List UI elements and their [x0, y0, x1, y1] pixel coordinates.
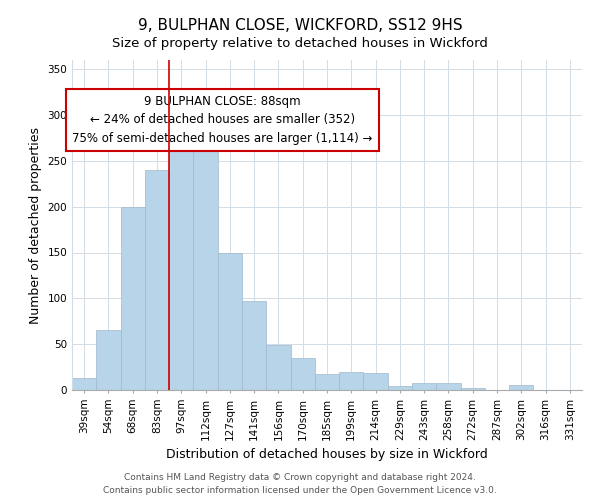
Text: Contains HM Land Registry data © Crown copyright and database right 2024.
Contai: Contains HM Land Registry data © Crown c…: [103, 474, 497, 495]
Bar: [242, 301, 266, 390]
Bar: [218, 252, 242, 390]
Bar: [364, 372, 388, 390]
Bar: [145, 170, 169, 390]
Bar: [509, 386, 533, 390]
Text: Size of property relative to detached houses in Wickford: Size of property relative to detached ho…: [112, 38, 488, 51]
Bar: [315, 374, 339, 390]
X-axis label: Distribution of detached houses by size in Wickford: Distribution of detached houses by size …: [166, 448, 488, 461]
Bar: [461, 388, 485, 390]
Bar: [121, 206, 145, 390]
Bar: [193, 123, 218, 390]
Bar: [169, 135, 193, 390]
Bar: [339, 372, 364, 390]
Bar: [436, 382, 461, 390]
Text: 9 BULPHAN CLOSE: 88sqm
← 24% of detached houses are smaller (352)
75% of semi-de: 9 BULPHAN CLOSE: 88sqm ← 24% of detached…: [72, 94, 373, 144]
Bar: [72, 378, 96, 390]
Bar: [96, 330, 121, 390]
Y-axis label: Number of detached properties: Number of detached properties: [29, 126, 42, 324]
Bar: [412, 382, 436, 390]
Text: 9, BULPHAN CLOSE, WICKFORD, SS12 9HS: 9, BULPHAN CLOSE, WICKFORD, SS12 9HS: [137, 18, 463, 32]
Bar: [290, 358, 315, 390]
Bar: [388, 386, 412, 390]
Bar: [266, 345, 290, 390]
